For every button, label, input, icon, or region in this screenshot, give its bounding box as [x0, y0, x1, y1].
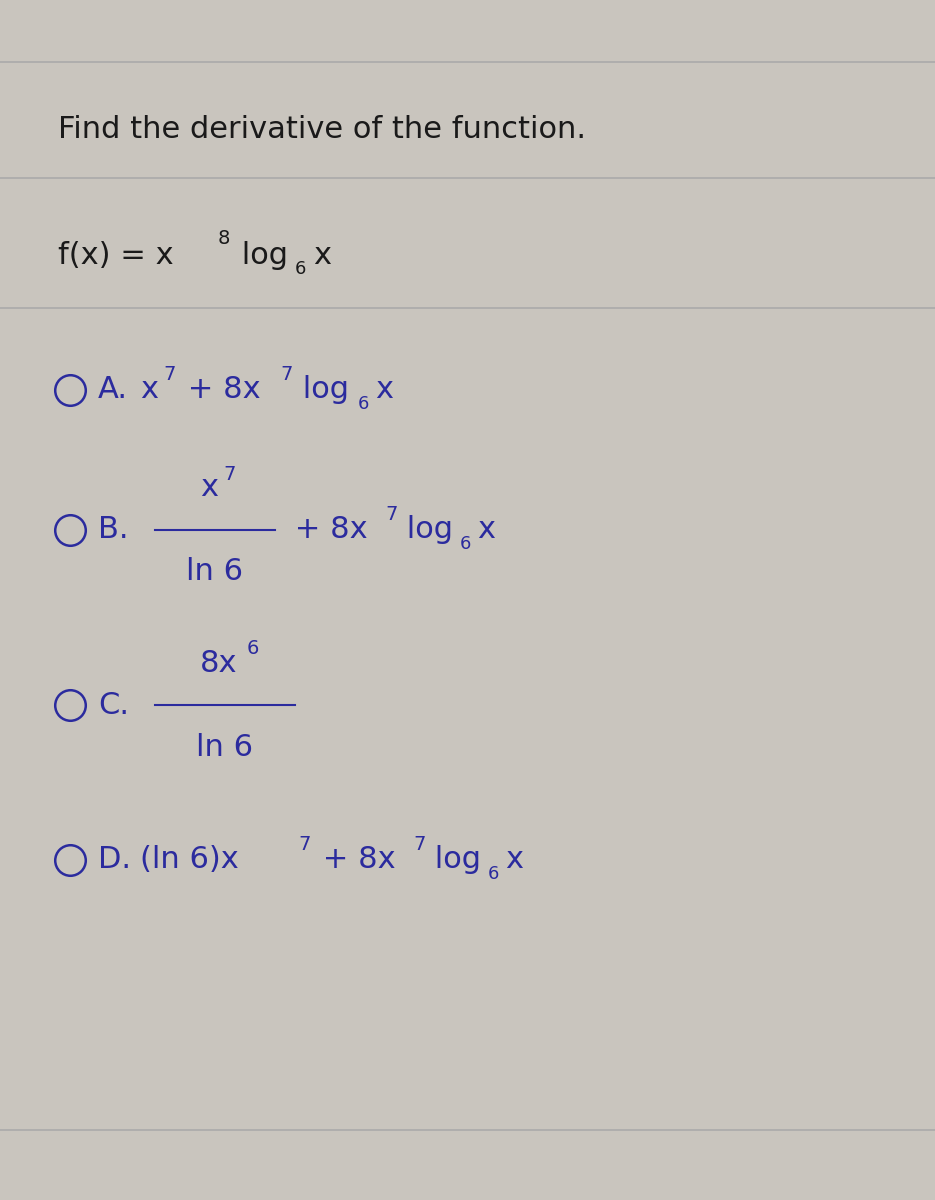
- Text: log: log: [397, 516, 453, 545]
- Text: A.: A.: [98, 376, 128, 404]
- Text: 7: 7: [298, 834, 310, 853]
- Text: D.: D.: [98, 846, 131, 875]
- Text: x: x: [200, 474, 218, 503]
- Text: 6: 6: [358, 395, 369, 413]
- Text: x: x: [140, 376, 158, 404]
- Text: ln 6: ln 6: [186, 558, 243, 587]
- Text: x: x: [505, 846, 523, 875]
- Text: 6: 6: [488, 865, 499, 883]
- Text: (ln 6)x: (ln 6)x: [140, 846, 238, 875]
- Text: 8: 8: [218, 229, 230, 248]
- Text: + 8x: + 8x: [313, 846, 396, 875]
- Text: 6: 6: [295, 260, 307, 278]
- Text: 6: 6: [247, 640, 259, 659]
- Text: C.: C.: [98, 690, 129, 720]
- Text: 6: 6: [460, 535, 471, 553]
- Text: x: x: [313, 240, 331, 270]
- Text: log: log: [293, 376, 349, 404]
- Text: 7: 7: [413, 834, 425, 853]
- Text: log: log: [232, 240, 288, 270]
- Text: Find the derivative of the function.: Find the derivative of the function.: [58, 115, 586, 144]
- Text: + 8x: + 8x: [285, 516, 367, 545]
- Text: + 8x: + 8x: [178, 376, 261, 404]
- Text: ln 6: ln 6: [196, 732, 253, 762]
- Text: x: x: [375, 376, 393, 404]
- Text: x: x: [477, 516, 495, 545]
- Text: 7: 7: [385, 504, 397, 523]
- Text: 7: 7: [223, 464, 236, 484]
- Text: log: log: [425, 846, 481, 875]
- Text: 8x: 8x: [200, 648, 237, 678]
- Text: 7: 7: [163, 365, 176, 384]
- Text: B.: B.: [98, 516, 128, 545]
- Text: f(x) = x: f(x) = x: [58, 240, 174, 270]
- Text: 7: 7: [280, 365, 293, 384]
